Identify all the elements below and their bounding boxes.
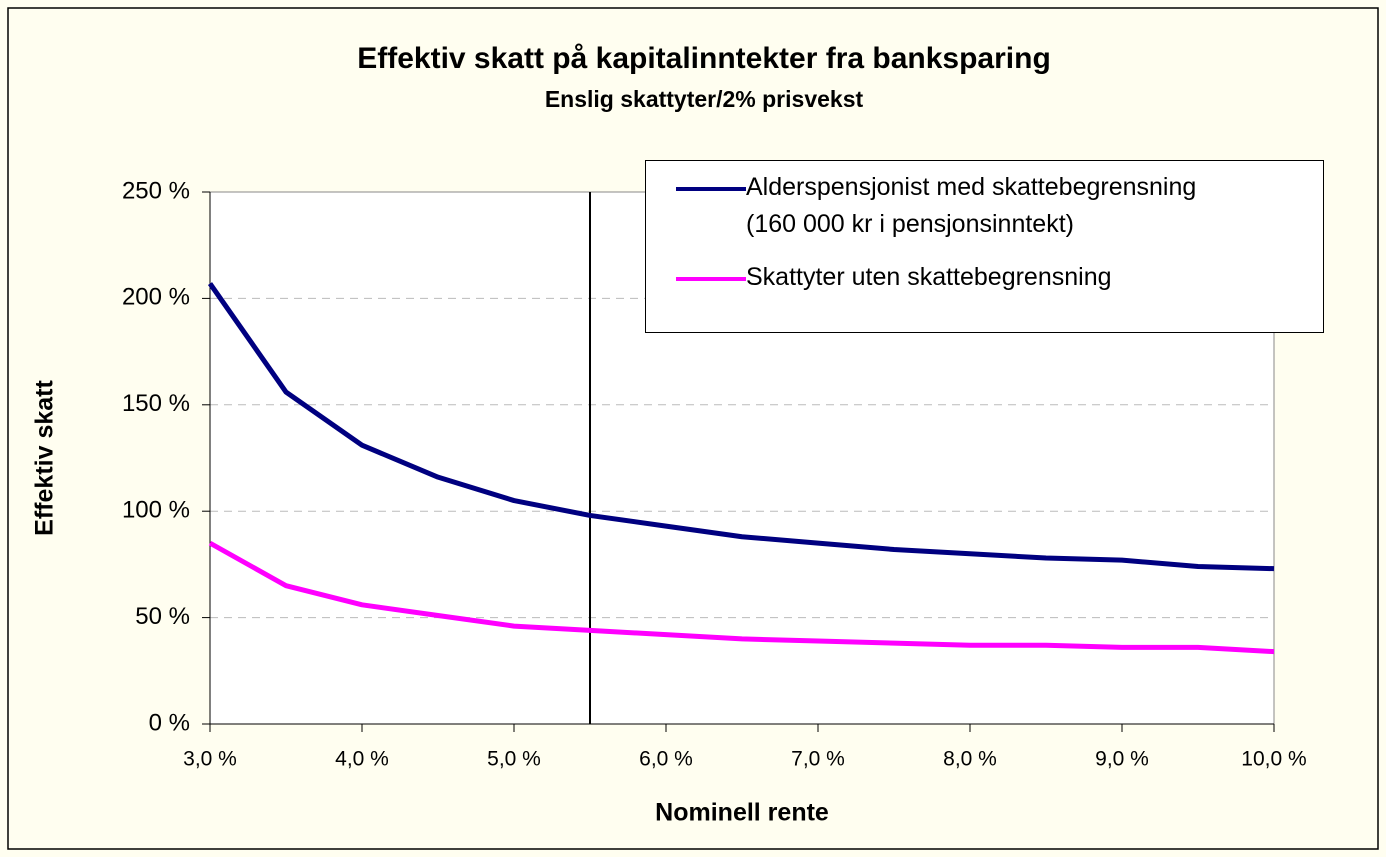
legend-item: Skattyter uten skattebegrensning	[676, 263, 1112, 296]
y-axis-label: Effektiv skatt	[31, 380, 59, 536]
chart-title: Effektiv skatt på kapitalinntekter fra b…	[357, 42, 1051, 75]
legend-swatch	[676, 187, 746, 191]
x-axis-label: Nominell rente	[655, 799, 829, 827]
x-tick-label: 9,0 %	[1095, 748, 1149, 771]
chart-subtitle: Enslig skattyter/2% prisvekst	[545, 86, 864, 112]
legend-item: Alderspensjonist med skattebegrensning (…	[676, 173, 1196, 243]
x-tick-label: 7,0 %	[791, 748, 845, 771]
y-tick-label: 0 %	[149, 709, 190, 736]
y-tick-label: 250 %	[122, 177, 190, 204]
y-tick-label: 100 %	[122, 497, 190, 524]
x-tick-label: 6,0 %	[639, 748, 693, 771]
y-tick-label: 50 %	[135, 603, 190, 630]
series-line	[208, 540, 1275, 655]
x-tick-label: 5,0 %	[487, 748, 541, 771]
legend: Alderspensjonist med skattebegrensning (…	[645, 160, 1324, 333]
series-line	[207, 282, 1275, 572]
legend-swatch	[676, 277, 746, 281]
x-tick-label: 8,0 %	[943, 748, 997, 771]
legend-label: Skattyter uten skattebegrensning	[746, 263, 1112, 291]
x-tick-label: 10,0 %	[1241, 748, 1306, 771]
y-tick-label: 150 %	[122, 390, 190, 417]
legend-label: Alderspensjonist med skattebegrensning (…	[746, 173, 1197, 238]
x-tick-label: 3,0 %	[183, 748, 237, 771]
y-tick-label: 200 %	[122, 284, 190, 311]
x-tick-label: 4,0 %	[335, 748, 389, 771]
